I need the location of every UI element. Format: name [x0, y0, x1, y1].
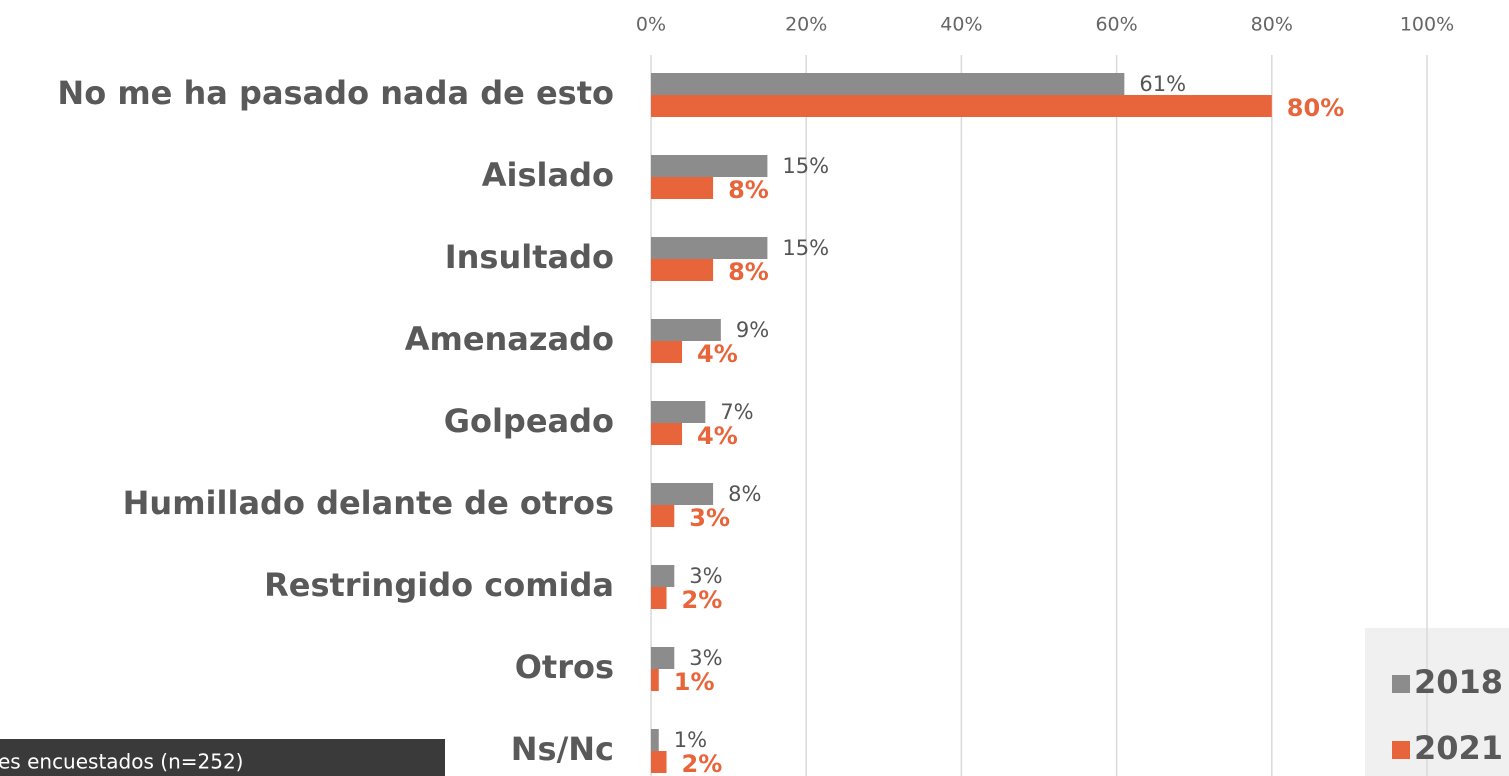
category-label: Otros [515, 648, 614, 686]
x-tick-label: 80% [1251, 14, 1293, 36]
value-label: 8% [728, 176, 769, 204]
value-label: 61% [1139, 72, 1186, 96]
value-label: 1% [674, 668, 715, 696]
category-label: Amenazado [405, 320, 614, 358]
legend-label: 2021 [1414, 729, 1503, 767]
bar [651, 669, 659, 691]
bar [651, 565, 675, 587]
legend-label: 2018 [1414, 663, 1503, 701]
value-label: 7% [720, 400, 753, 424]
bar [651, 647, 675, 669]
bar [651, 95, 1272, 117]
bar [651, 155, 768, 177]
value-label: 2% [682, 586, 723, 614]
value-label: 3% [689, 646, 722, 670]
bar [651, 259, 714, 281]
value-label: 8% [728, 482, 761, 506]
category-label: No me ha pasado nada de esto [57, 74, 614, 112]
value-label: 15% [782, 236, 829, 260]
bar [651, 401, 706, 423]
category-label: Insultado [445, 238, 614, 276]
category-label: Restringido comida [264, 566, 614, 604]
bar [651, 587, 667, 609]
x-tick-label: 20% [785, 14, 827, 36]
bar [651, 423, 683, 445]
value-label: 9% [736, 318, 769, 342]
x-tick-label: 0% [636, 14, 666, 36]
bar [651, 505, 675, 527]
x-tick-label: 100% [1400, 14, 1454, 36]
bar [651, 483, 714, 505]
category-label: Aislado [482, 156, 614, 194]
category-label: Ns/Nc [511, 730, 614, 768]
value-label: 15% [782, 154, 829, 178]
note: es encuestados (n=252) [0, 750, 243, 774]
bar [651, 177, 714, 199]
bar [651, 73, 1125, 95]
x-tick-label: 60% [1095, 14, 1137, 36]
bar [651, 341, 683, 363]
bar [651, 319, 721, 341]
legend-swatch [1392, 675, 1410, 693]
bar [651, 237, 768, 259]
value-label: 3% [689, 564, 722, 588]
value-label: 8% [728, 258, 769, 286]
category-label: Humillado delante de otros [123, 484, 614, 522]
note-box [0, 739, 445, 776]
value-label: 80% [1287, 94, 1344, 122]
category-label: Golpeado [444, 402, 614, 440]
value-label: 3% [689, 504, 730, 532]
value-label: 4% [697, 340, 738, 368]
value-label: 4% [697, 422, 738, 450]
legend-box [1365, 628, 1509, 776]
bar [651, 729, 659, 751]
bar [651, 751, 667, 773]
legend-swatch [1392, 741, 1410, 759]
x-tick-label: 40% [940, 14, 982, 36]
value-label: 2% [682, 750, 723, 776]
value-label: 1% [674, 728, 707, 752]
